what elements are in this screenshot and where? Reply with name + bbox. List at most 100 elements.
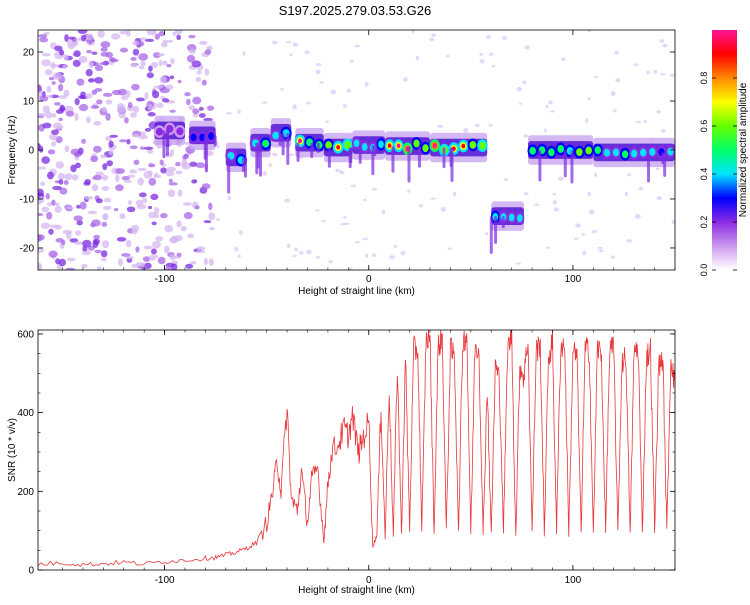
y-tick-label: 20	[23, 48, 35, 59]
colorbar-tick-label: 0.4	[699, 168, 709, 181]
y-tick-label: 200	[17, 487, 34, 498]
noise-blob	[51, 129, 59, 135]
trace-core	[630, 149, 638, 158]
faint-speckle	[655, 167, 660, 171]
noise-blob	[126, 90, 131, 98]
noise-blob	[190, 260, 197, 265]
noise-blob	[73, 215, 83, 222]
noise-blob	[110, 58, 119, 63]
noise-blob	[158, 30, 165, 37]
noise-blob	[58, 117, 63, 122]
faint-speckle	[234, 246, 239, 252]
noise-blob	[127, 101, 133, 109]
trace-core	[621, 150, 629, 159]
colorbar: 0.0 0.2 0.4 0.6 0.8 Normalized spectral ampli…	[699, 30, 749, 276]
noise-blob	[167, 189, 176, 198]
noise-blob	[169, 254, 176, 261]
noise-blob	[131, 228, 138, 235]
noise-blob	[196, 246, 206, 251]
noise-blob	[54, 224, 62, 230]
noise-blob	[40, 181, 45, 187]
noise-blob	[136, 204, 147, 210]
trace-drip	[316, 142, 320, 153]
faint-speckle	[339, 170, 343, 174]
noise-blob	[140, 60, 146, 67]
noise-blob	[94, 249, 102, 254]
faint-speckle	[548, 100, 553, 105]
faint-speckle	[286, 243, 291, 249]
trace-drip	[349, 147, 353, 164]
noise-blob	[90, 155, 99, 163]
noise-blob	[51, 81, 56, 85]
noise-blob	[143, 170, 153, 179]
noise-blob	[139, 146, 145, 150]
noise-blob	[188, 48, 196, 54]
faint-speckle	[636, 120, 642, 124]
noise-blob	[76, 220, 83, 226]
noise-blob	[150, 193, 159, 201]
noise-blob	[203, 257, 208, 266]
figure-title: S197.2025.279.03.53.G26	[279, 3, 432, 18]
noise-blob	[76, 204, 81, 209]
faint-speckle	[518, 102, 523, 105]
noise-blob	[100, 250, 108, 258]
noise-blob	[150, 62, 159, 68]
noise-blob	[180, 225, 187, 232]
noise-blob	[101, 240, 110, 249]
noise-blob	[38, 234, 43, 242]
faint-speckle	[560, 57, 566, 62]
trace-core	[413, 139, 420, 148]
faint-speckle	[418, 204, 424, 208]
trace-drip	[259, 142, 263, 177]
faint-speckle	[402, 77, 408, 82]
noise-blob	[162, 39, 169, 45]
noise-blob	[101, 221, 108, 227]
faint-speckle	[524, 45, 531, 50]
faint-speckle	[349, 59, 355, 63]
noise-blob	[100, 41, 111, 48]
y-tick-label: -10	[20, 194, 35, 205]
colorbar-tick-label: 0.6	[699, 120, 709, 133]
noise-blob	[93, 174, 102, 181]
trace-core	[344, 140, 351, 149]
noise-blob	[121, 95, 129, 101]
faint-speckle	[411, 30, 415, 34]
faint-speckle	[591, 230, 598, 234]
noise-blob	[49, 63, 60, 68]
faint-speckle	[589, 209, 595, 215]
x-tick-label: 100	[565, 575, 582, 586]
trace-drip	[327, 147, 331, 168]
noise-blob	[201, 183, 211, 190]
noise-blob	[65, 267, 76, 270]
noise-blob	[188, 105, 196, 111]
noise-blob	[142, 256, 151, 262]
faint-speckle	[342, 104, 347, 108]
noise-blob	[196, 70, 202, 75]
noise-blob	[84, 33, 94, 41]
noise-blob	[105, 99, 113, 105]
noise-blob	[94, 87, 103, 92]
faint-speckle	[488, 123, 493, 127]
noise-blob	[64, 34, 69, 42]
noise-blob	[176, 220, 182, 228]
faint-speckle	[662, 43, 668, 48]
noise-blob	[129, 145, 138, 150]
faint-speckle	[582, 250, 587, 256]
noise-blob	[38, 213, 44, 217]
noise-blob	[192, 108, 200, 114]
noise-blob	[77, 30, 88, 34]
noise-blob	[111, 89, 122, 96]
noise-blob	[147, 104, 153, 111]
faint-speckle	[587, 191, 591, 197]
noise-blob	[119, 30, 129, 35]
noise-blob	[90, 222, 96, 228]
noise-blob	[191, 62, 199, 66]
noise-blob	[58, 258, 67, 267]
y-tick-label: 0	[28, 146, 34, 157]
noise-blob	[65, 206, 75, 210]
noise-blob	[47, 149, 56, 155]
x-tick-label: -100	[155, 575, 175, 586]
snr-line-plot: -100 0 100 0 200 400 600 Height of straight lin…	[7, 329, 676, 596]
noise-blob	[121, 176, 130, 181]
noise-blob	[100, 257, 107, 262]
